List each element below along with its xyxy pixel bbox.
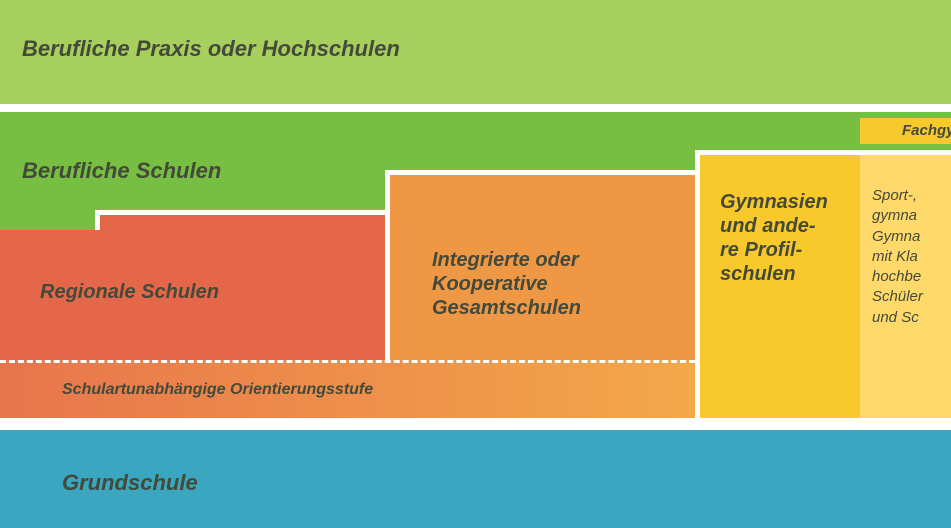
label-gymnasien: Gymnasien und ande- re Profil- schulen [720,190,828,286]
label-fachgymnasium: Fachgy [902,122,951,140]
label-orientation: Schulartunabhängige Orientierungsstufe [62,380,373,399]
label-integrated: Integrierte oder Kooperative Gesamtschul… [432,248,581,320]
label-regional: Regionale Schulen [40,280,219,304]
label-tertiary: Berufliche Praxis oder Hochschulen [22,36,400,62]
label-grundschule: Grundschule [62,470,198,496]
label-vocational: Berufliche Schulen [22,158,221,184]
school-system-diagram: Berufliche Praxis oder Hochschulen Beruf… [0,0,951,528]
dashed-divider [0,360,695,363]
label-profile: Sport-, gymna Gymna mit Kla hochbe Schül… [872,186,923,328]
block-regional-schools-step [95,210,385,230]
